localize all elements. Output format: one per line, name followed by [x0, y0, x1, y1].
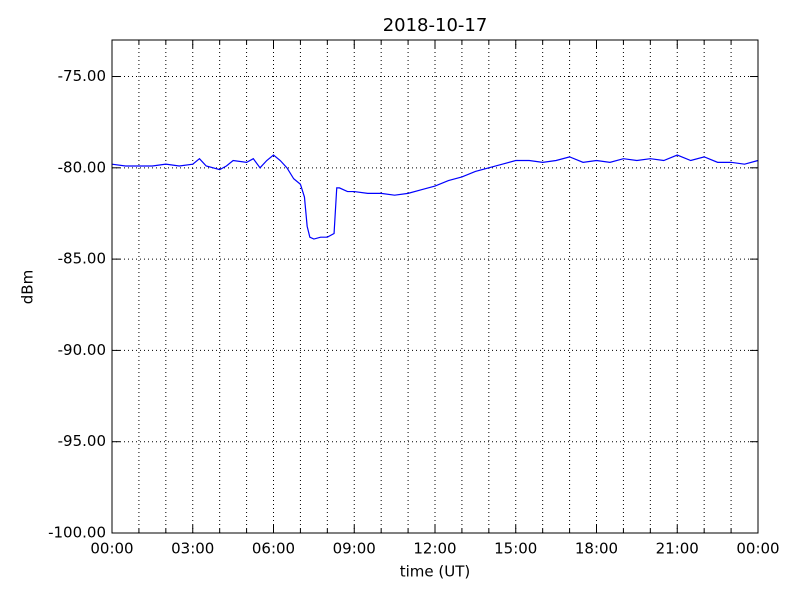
x-tick-label: 00:00	[736, 540, 779, 558]
x-tick-label: 21:00	[656, 540, 699, 558]
y-tick-label: -90.00	[58, 341, 106, 359]
x-tick-label: 09:00	[333, 540, 376, 558]
x-tick-label: 00:00	[90, 540, 133, 558]
y-tick-label: -80.00	[58, 158, 106, 176]
data-line	[111, 154, 759, 240]
x-axis-label: time (UT)	[400, 563, 471, 581]
x-tick-label: 15:00	[494, 540, 537, 558]
y-tick-label: -95.00	[58, 432, 106, 450]
y-tick-label: -100.00	[48, 524, 106, 542]
y-axis-label: dBm	[19, 270, 37, 304]
plot-frame	[111, 39, 759, 534]
chart-title: 2018-10-17	[383, 15, 488, 36]
y-tick-label: -85.00	[58, 250, 106, 268]
x-tick-label: 06:00	[252, 540, 295, 558]
y-tick-label: -75.00	[58, 67, 106, 85]
x-tick-label: 12:00	[413, 540, 456, 558]
x-tick-label: 18:00	[575, 540, 618, 558]
x-tick-label: 03:00	[171, 540, 214, 558]
